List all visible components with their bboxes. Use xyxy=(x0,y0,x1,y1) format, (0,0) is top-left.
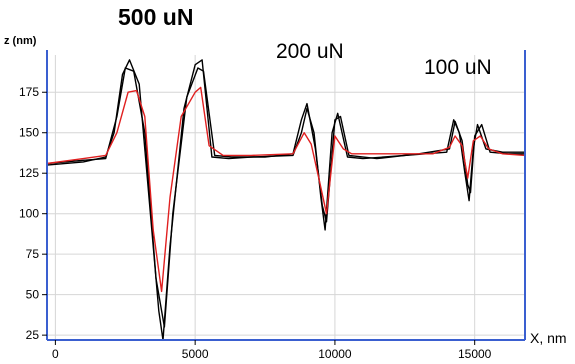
tick-labels: 25 50 75 100 125 150 175 0 5000 10000 15000 xyxy=(19,85,492,361)
grid xyxy=(47,55,525,340)
x-tick-label: 10000 xyxy=(318,347,352,361)
annotation-100un: 100 uN xyxy=(424,56,492,79)
y-tick-label: 75 xyxy=(26,247,40,261)
y-tick-label: 150 xyxy=(19,126,39,140)
y-tick-label: 175 xyxy=(19,85,39,99)
series-line-2 xyxy=(46,59,525,341)
series-line-3 xyxy=(46,67,525,328)
axes xyxy=(46,50,526,341)
annotation-200un: 200 uN xyxy=(276,40,344,63)
x-tick-label: 15000 xyxy=(458,347,492,361)
y-tick-label: 50 xyxy=(26,288,40,302)
y-axis-label: z (nm) xyxy=(4,35,37,47)
annotation-500un: 500 uN xyxy=(118,4,194,30)
y-tick-label: 125 xyxy=(19,166,39,180)
y-tick-label: 25 xyxy=(26,328,40,342)
x-tick-label: 0 xyxy=(52,347,59,361)
x-tick-label: 5000 xyxy=(182,347,209,361)
x-axis-label: X, nm xyxy=(530,330,567,346)
y-tick-label: 100 xyxy=(19,207,39,221)
series-layer xyxy=(46,59,526,341)
series-line-1 xyxy=(46,86,526,293)
